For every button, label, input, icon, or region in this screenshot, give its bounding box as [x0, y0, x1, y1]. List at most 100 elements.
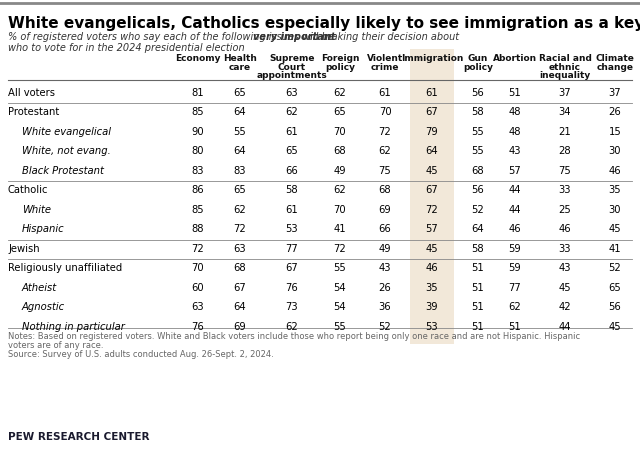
Text: 77: 77	[509, 283, 522, 293]
Text: Health: Health	[223, 54, 257, 63]
Text: policy: policy	[463, 63, 493, 71]
Text: 58: 58	[285, 185, 298, 195]
Text: 46: 46	[559, 224, 572, 234]
Text: 66: 66	[379, 224, 392, 234]
Text: Foreign: Foreign	[321, 54, 359, 63]
Text: 64: 64	[234, 302, 246, 312]
Text: 55: 55	[472, 127, 484, 137]
Text: 72: 72	[234, 224, 246, 234]
Text: 42: 42	[559, 302, 572, 312]
Text: 70: 70	[379, 107, 391, 117]
Text: Supreme: Supreme	[269, 54, 315, 63]
Text: 90: 90	[192, 127, 204, 137]
Text: 45: 45	[426, 244, 438, 254]
Text: 68: 68	[333, 146, 346, 156]
Text: White evangelical: White evangelical	[22, 127, 111, 137]
Text: 44: 44	[509, 185, 521, 195]
Text: 62: 62	[234, 205, 246, 215]
Text: 54: 54	[333, 283, 346, 293]
Text: 36: 36	[379, 302, 391, 312]
Text: Jewish: Jewish	[8, 244, 40, 254]
Text: 51: 51	[472, 263, 484, 273]
Text: inequality: inequality	[540, 71, 591, 80]
Text: 41: 41	[609, 244, 621, 254]
Text: very important: very important	[253, 32, 335, 42]
Text: 83: 83	[192, 166, 204, 176]
Text: 63: 63	[192, 302, 204, 312]
Text: 65: 65	[234, 185, 246, 195]
Text: 52: 52	[609, 263, 621, 273]
Text: 44: 44	[509, 205, 521, 215]
Text: 30: 30	[609, 205, 621, 215]
Text: 55: 55	[234, 127, 246, 137]
Bar	[410, 49, 454, 344]
Text: 69: 69	[379, 205, 392, 215]
Text: Immigration: Immigration	[401, 54, 463, 63]
Text: Abortion: Abortion	[493, 54, 537, 63]
Text: 83: 83	[234, 166, 246, 176]
Text: 56: 56	[472, 185, 484, 195]
Text: Atheist: Atheist	[22, 283, 57, 293]
Text: 37: 37	[609, 88, 621, 98]
Text: White evangelicals, Catholics especially likely to see immigration as a key issu: White evangelicals, Catholics especially…	[8, 16, 640, 31]
Text: 67: 67	[285, 263, 298, 273]
Text: 62: 62	[509, 302, 522, 312]
Text: 52: 52	[379, 322, 392, 332]
Text: appointments: appointments	[257, 71, 328, 80]
Text: 62: 62	[285, 322, 298, 332]
Text: 88: 88	[192, 224, 204, 234]
Text: 85: 85	[192, 107, 204, 117]
Text: 59: 59	[509, 244, 522, 254]
Text: 69: 69	[234, 322, 246, 332]
Text: 81: 81	[192, 88, 204, 98]
Text: 41: 41	[333, 224, 346, 234]
Text: 45: 45	[609, 322, 621, 332]
Text: 85: 85	[192, 205, 204, 215]
Text: 64: 64	[234, 146, 246, 156]
Text: 67: 67	[234, 283, 246, 293]
Text: 26: 26	[609, 107, 621, 117]
Text: 72: 72	[191, 244, 204, 254]
Text: 45: 45	[559, 283, 572, 293]
Text: PEW RESEARCH CENTER: PEW RESEARCH CENTER	[8, 432, 150, 442]
Text: 51: 51	[509, 88, 522, 98]
Text: 64: 64	[472, 224, 484, 234]
Text: Racial and: Racial and	[539, 54, 591, 63]
Text: 37: 37	[559, 88, 572, 98]
Text: 56: 56	[472, 88, 484, 98]
Text: policy: policy	[325, 63, 355, 71]
Text: 33: 33	[559, 185, 572, 195]
Text: 34: 34	[559, 107, 572, 117]
Text: Protestant: Protestant	[8, 107, 60, 117]
Text: 77: 77	[285, 244, 298, 254]
Text: 72: 72	[426, 205, 438, 215]
Text: 61: 61	[426, 88, 438, 98]
Text: voters are of any race.: voters are of any race.	[8, 341, 104, 350]
Text: Catholic: Catholic	[8, 185, 49, 195]
Text: 60: 60	[192, 283, 204, 293]
Text: 57: 57	[509, 166, 522, 176]
Text: 70: 70	[333, 127, 346, 137]
Text: 51: 51	[472, 302, 484, 312]
Text: Nothing in particular: Nothing in particular	[22, 322, 125, 332]
Text: 58: 58	[472, 244, 484, 254]
Text: 58: 58	[472, 107, 484, 117]
Text: 68: 68	[234, 263, 246, 273]
Text: 55: 55	[333, 263, 346, 273]
Text: 28: 28	[559, 146, 572, 156]
Text: 62: 62	[333, 88, 346, 98]
Text: Agnostic: Agnostic	[22, 302, 65, 312]
Text: 33: 33	[559, 244, 572, 254]
Text: 67: 67	[426, 185, 438, 195]
Text: 51: 51	[472, 322, 484, 332]
Text: White: White	[22, 205, 51, 215]
Text: Source: Survey of U.S. adults conducted Aug. 26-Sept. 2, 2024.: Source: Survey of U.S. adults conducted …	[8, 350, 274, 359]
Text: 43: 43	[379, 263, 391, 273]
Text: 72: 72	[379, 127, 392, 137]
Text: 45: 45	[426, 166, 438, 176]
Text: Gun: Gun	[468, 54, 488, 63]
Text: 67: 67	[426, 107, 438, 117]
Text: 51: 51	[472, 283, 484, 293]
Text: 49: 49	[333, 166, 346, 176]
Text: 76: 76	[191, 322, 204, 332]
